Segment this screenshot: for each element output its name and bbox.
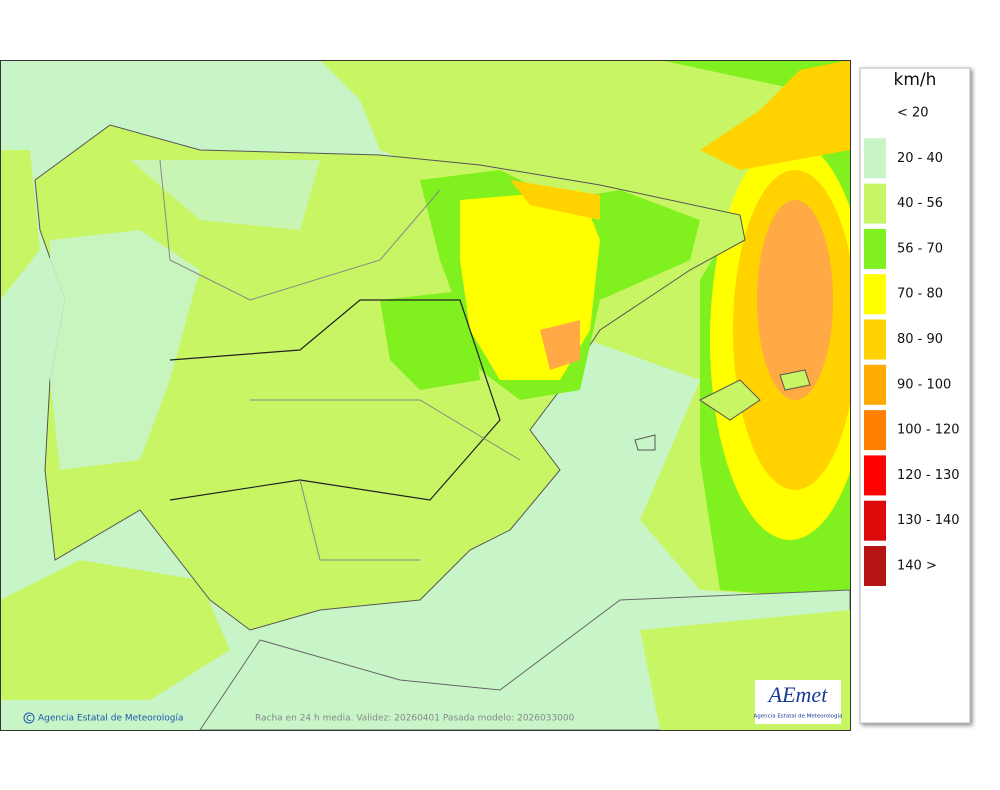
legend-swatch <box>864 364 886 405</box>
legend-swatch <box>864 138 886 179</box>
legend-swatch <box>864 455 886 496</box>
legend-swatch <box>864 546 886 586</box>
legend-label: < 20 <box>897 106 929 121</box>
legend-swatch <box>864 183 886 224</box>
credit: Agencia Estatal de Meteorología <box>38 714 184 724</box>
copyright-icon <box>23 712 35 724</box>
legend-label: 70 - 80 <box>897 287 943 302</box>
legend-label: 100 - 120 <box>897 423 960 438</box>
legend-label: 56 - 70 <box>897 241 943 256</box>
legend-unit: km/h <box>894 70 937 90</box>
legend-swatch <box>864 500 886 541</box>
caption: Racha en 24 h media. Validez: 20260401 P… <box>255 714 575 724</box>
legend-label: 40 - 56 <box>897 196 943 211</box>
legend-label: 130 - 140 <box>897 513 960 528</box>
legend-swatch <box>864 274 886 315</box>
legend-label: 120 - 130 <box>897 468 960 483</box>
logo-subtitle: Agencia Estatal de Meteorología <box>754 713 843 720</box>
legend-swatch <box>864 228 886 269</box>
legend-label: 20 - 40 <box>897 151 943 166</box>
legend-swatch <box>864 410 886 451</box>
logo-box <box>755 680 841 724</box>
legend-label: 140 > <box>897 559 937 574</box>
legend-label: 90 - 100 <box>897 377 951 392</box>
legend: km/h < 20 20 - 40 40 - 56 56 - 70 70 - 80 80 … <box>859 67 971 724</box>
legend-label: 80 - 90 <box>897 332 943 347</box>
logo: AEmet <box>767 682 829 707</box>
map <box>0 60 850 730</box>
legend-swatch <box>864 319 886 360</box>
